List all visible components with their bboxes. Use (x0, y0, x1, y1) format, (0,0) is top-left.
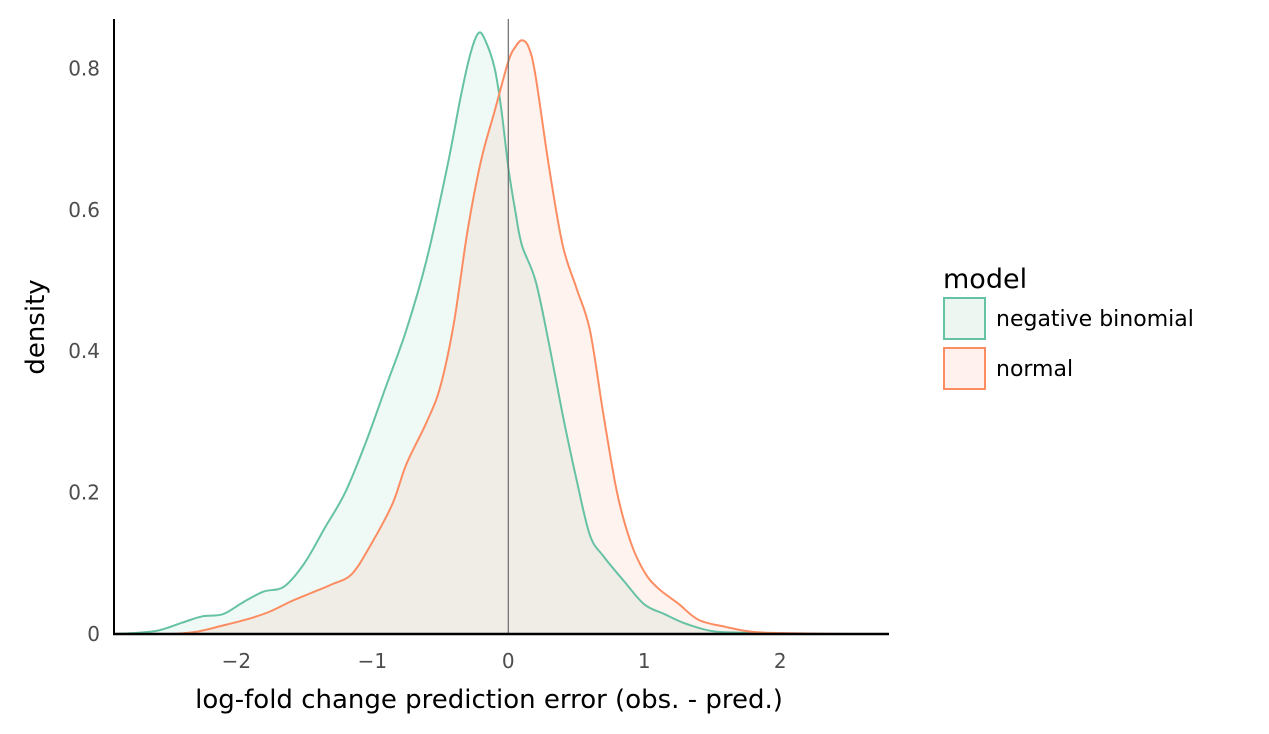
y-axis-ticks: 0 0.2 0.4 0.6 0.8 (68, 56, 100, 646)
density-area-1 (114, 40, 889, 634)
legend: model negative binomial normal (943, 264, 1194, 390)
y-tick-label: 0.8 (68, 56, 100, 80)
y-tick-label: 0 (87, 622, 100, 646)
y-axis-title: density (21, 279, 51, 374)
density-curves (113, 31, 889, 635)
x-tick-label: −1 (358, 649, 387, 673)
density-line-0 (113, 31, 889, 635)
legend-swatch (943, 297, 986, 340)
density-line-1 (114, 39, 889, 635)
x-tick-label: 2 (774, 649, 787, 673)
x-tick-label: −2 (222, 649, 251, 673)
x-axis-title: log-fold change prediction error (obs. -… (195, 685, 783, 715)
x-tick-label: 0 (502, 649, 515, 673)
y-tick-label: 0.4 (68, 339, 100, 363)
legend-swatch (943, 347, 986, 390)
density-areas (114, 32, 889, 634)
y-tick-label: 0.6 (68, 198, 100, 222)
y-tick-label: 0.2 (68, 481, 100, 505)
x-tick-label: 1 (638, 649, 651, 673)
density-area-0 (114, 32, 889, 634)
legend-title: model (943, 264, 1027, 295)
legend-label: normal (996, 357, 1073, 382)
legend-label: negative binomial (996, 307, 1194, 332)
x-axis-ticks: −2 −1 0 1 2 (222, 649, 787, 673)
